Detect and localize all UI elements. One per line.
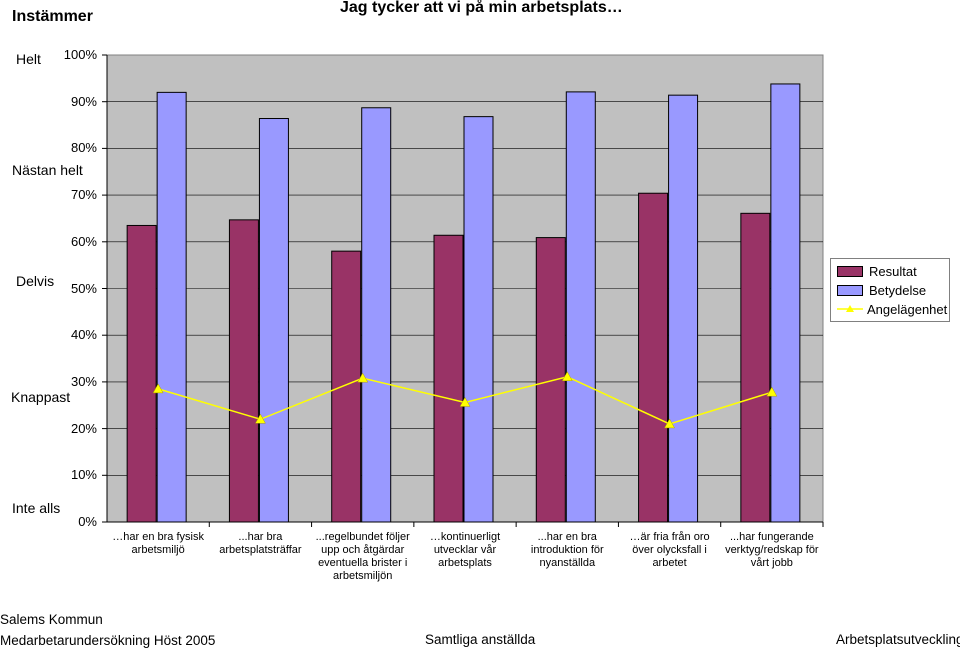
y-tick-label: 100% — [63, 47, 97, 62]
bar-betydelse-7 — [770, 83, 801, 523]
legend-label-angelagenhet: Angelägenhet — [867, 301, 948, 317]
y-tick-label: 30% — [70, 373, 97, 389]
point-angelägenhet-2 — [255, 413, 266, 424]
footer-org: Salems Kommun — [0, 612, 103, 627]
legend: Resultat Betydelse Angelägenhet — [830, 258, 950, 322]
bar-resultat-6 — [638, 192, 669, 523]
bar-betydelse-5 — [565, 91, 596, 523]
point-angelägenhet-7 — [766, 386, 778, 397]
point-angelägenhet-3 — [357, 372, 369, 383]
legend-item-betydelse: Betydelse — [837, 282, 926, 298]
x-category-label: ...regelbundet följer upp och åtgärdar e… — [315, 531, 410, 582]
bar-betydelse-4 — [463, 116, 494, 523]
scale-label-delvis: Delvis — [16, 273, 55, 289]
scale-label-inte-alls: Inte alls — [12, 500, 61, 516]
point-angelägenhet-6 — [664, 418, 675, 429]
bar-resultat-5 — [535, 237, 566, 523]
footer-group: Samtliga anställda — [425, 632, 536, 647]
legend-item-angelagenhet: Angelägenhet — [837, 301, 947, 317]
x-category-label: ...har en bra introduktion för nyanställ… — [530, 531, 604, 569]
point-angelägenhet-4 — [459, 396, 471, 407]
y-tick-label: 40% — [70, 327, 97, 343]
bar-betydelse-3 — [361, 107, 392, 523]
y-tick-label: 10% — [70, 467, 97, 483]
legend-item-resultat: Resultat — [837, 263, 917, 279]
x-category-label: …har en bra fysisk arbetsmiljö — [112, 531, 204, 556]
x-category-label: ...har bra arbetsplatsträffar — [219, 531, 302, 556]
y-tick-label: 50% — [70, 280, 97, 296]
bar-betydelse-1 — [156, 91, 187, 523]
scale-label-nastan-helt: Nästan helt — [12, 162, 83, 178]
chart-title: Jag tycker att vi på min arbetsplats… — [340, 0, 623, 16]
legend-label-betydelse: Betydelse — [869, 282, 927, 298]
y-tick-label: 20% — [70, 420, 97, 436]
bar-resultat-7 — [740, 212, 771, 523]
bar-resultat-4 — [433, 234, 464, 523]
scale-label-helt: Helt — [16, 51, 41, 67]
bar-resultat-2 — [228, 219, 259, 523]
bar-betydelse-2 — [258, 118, 289, 523]
bar-resultat-1 — [126, 224, 157, 523]
legend-swatch-betydelse — [837, 284, 863, 296]
y-tick-label: 70% — [70, 187, 97, 203]
y-tick-label: 60% — [70, 233, 97, 249]
bar-betydelse-6 — [668, 94, 699, 523]
scale-label-knappast: Knappast — [11, 389, 71, 405]
x-category-label: …är fria från oro över olycksfall i arbe… — [629, 531, 710, 569]
point-angelägenhet-5 — [561, 371, 573, 382]
footer-survey: Medarbetarundersökning Höst 2005 — [0, 633, 216, 648]
legend-line-angelagenhet — [837, 304, 863, 314]
y-tick-label: 0% — [78, 514, 97, 529]
legend-swatch-resultat — [837, 265, 863, 277]
bar-resultat-3 — [331, 250, 362, 523]
x-category-label: …kontinuerligt utvecklar vår arbetsplats — [429, 531, 501, 569]
point-angelägenhet-1 — [152, 383, 164, 394]
legend-label-resultat: Resultat — [869, 263, 917, 279]
corner-label: Instämmer — [12, 8, 93, 25]
x-category-label: ...har fungerande verktyg/redskap för vå… — [725, 531, 819, 569]
y-tick-label: 80% — [70, 140, 97, 156]
footer-area: Arbetsplatsutveckling — [836, 632, 960, 647]
y-tick-label: 90% — [70, 93, 97, 109]
